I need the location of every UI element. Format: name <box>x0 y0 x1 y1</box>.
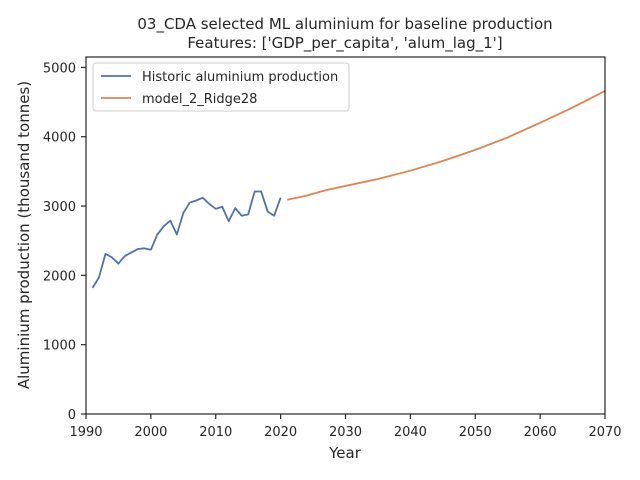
x-axis: 1990 2000 2010 2020 2030 2040 2050 2060 2070 <box>69 414 622 440</box>
x-tick-label: 2050 <box>459 425 492 440</box>
x-tick-label: 2010 <box>199 425 232 440</box>
series-line-model <box>286 90 606 201</box>
legend-label-historic: Historic aluminium production <box>142 70 338 85</box>
legend-label-model: model_2_Ridge28 <box>142 92 257 107</box>
chart-title: 03_CDA selected ML aluminium for baselin… <box>137 15 552 34</box>
y-axis: 0 1000 2000 3000 4000 5000 <box>43 61 86 423</box>
x-tick-label: 2000 <box>134 425 167 440</box>
x-tick-label: 2060 <box>524 425 557 440</box>
x-tick-label: 2030 <box>329 425 362 440</box>
chart-subtitle: Features: ['GDP_per_capita', 'alum_lag_1… <box>187 34 502 53</box>
x-tick-label: 1990 <box>69 425 102 440</box>
x-axis-label: Year <box>328 444 362 462</box>
plot-lines <box>91 90 606 289</box>
y-tick-label: 4000 <box>43 131 76 146</box>
x-tick-label: 2020 <box>264 425 297 440</box>
y-tick-label: 5000 <box>43 61 76 76</box>
y-tick-label: 1000 <box>43 339 76 354</box>
x-tick-label: 2040 <box>394 425 427 440</box>
y-axis-label: Aluminium production (thousand tonnes) <box>15 81 33 389</box>
x-tick-label: 2070 <box>588 425 621 440</box>
series-line-historic <box>91 190 282 289</box>
y-tick-label: 3000 <box>43 200 76 215</box>
y-tick-label: 0 <box>68 408 76 423</box>
y-tick-label: 2000 <box>43 269 76 284</box>
legend: Historic aluminium production model_2_Ri… <box>92 62 350 112</box>
legend-box <box>92 62 350 112</box>
